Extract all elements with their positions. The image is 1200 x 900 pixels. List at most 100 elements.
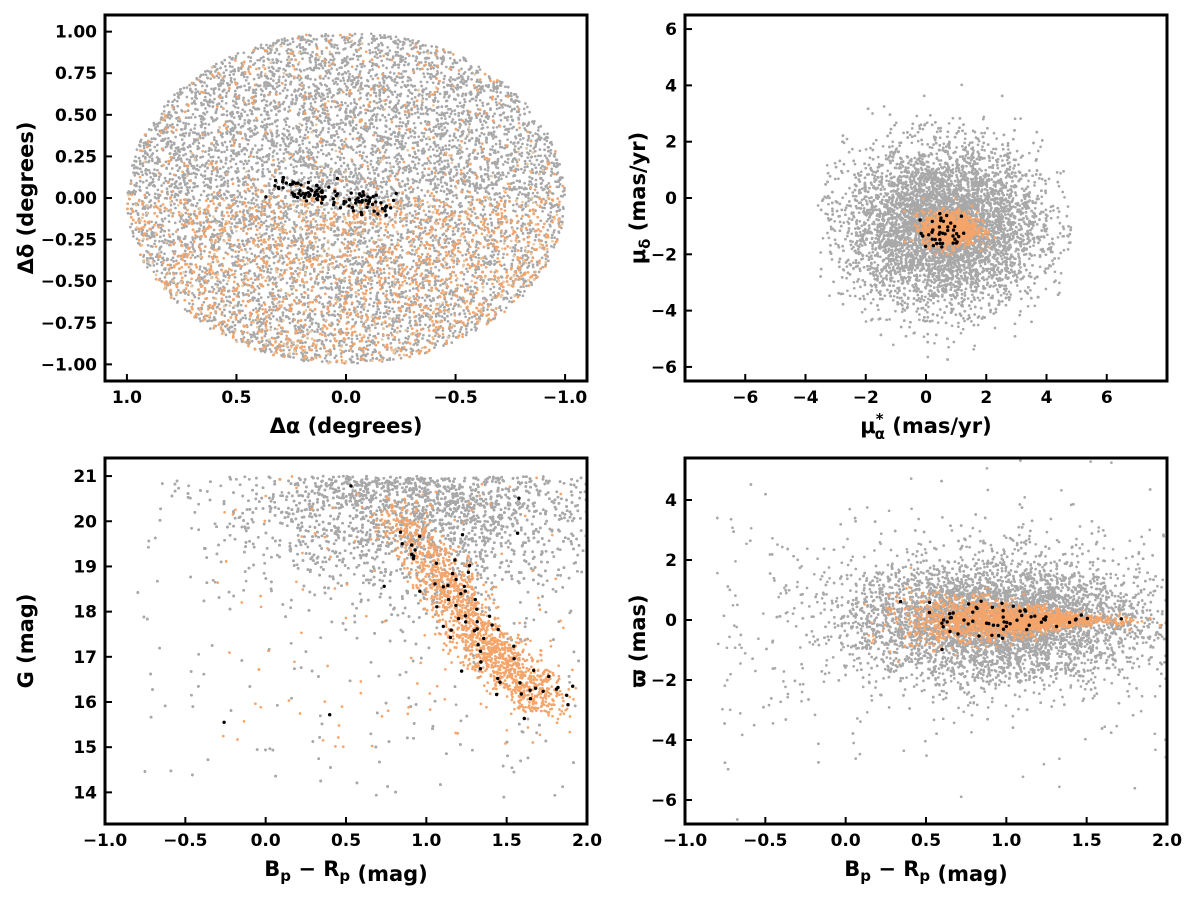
- data-point: [336, 155, 340, 159]
- data-point: [220, 178, 223, 182]
- data-point: [242, 162, 246, 166]
- data-point: [327, 211, 330, 215]
- data-point: [404, 69, 408, 73]
- data-point: [319, 148, 323, 152]
- data-point: [283, 37, 286, 40]
- data-point: [211, 105, 215, 108]
- data-point: [396, 278, 400, 281]
- data-point: [249, 291, 253, 295]
- data-point: [538, 148, 542, 151]
- data-point: [416, 343, 419, 347]
- data-point: [192, 197, 196, 201]
- data-point: [393, 39, 397, 43]
- data-point: [398, 295, 402, 298]
- data-point: [371, 143, 374, 147]
- data-point: [341, 128, 344, 131]
- data-point: [396, 162, 400, 166]
- data-point: [464, 230, 468, 234]
- data-point: [493, 112, 496, 116]
- data-point: [207, 290, 211, 293]
- data-point: [253, 144, 257, 147]
- data-point: [485, 282, 489, 285]
- data-point: [223, 314, 227, 318]
- data-point: [389, 331, 393, 335]
- data-point: [527, 134, 531, 138]
- data-point: [340, 103, 344, 107]
- data-point: [460, 94, 464, 98]
- data-point: [353, 225, 357, 229]
- data-point: [245, 209, 249, 213]
- data-point: [244, 134, 248, 138]
- data-point: [237, 184, 240, 187]
- data-point: [396, 50, 400, 54]
- data-point: [420, 253, 424, 256]
- data-point: [282, 152, 286, 155]
- data-point: [466, 283, 469, 286]
- data-point: [358, 138, 361, 142]
- data-point: [499, 239, 503, 243]
- data-point: [374, 255, 378, 259]
- data-point: [183, 259, 187, 263]
- data-point: [382, 271, 386, 275]
- data-point: [539, 166, 543, 170]
- data-point: [468, 130, 471, 134]
- data-point: [549, 225, 552, 228]
- data-point: [217, 76, 221, 80]
- data-point: [148, 148, 152, 152]
- data-point: [405, 307, 409, 310]
- data-point: [199, 252, 203, 256]
- data-point: [348, 308, 351, 311]
- data-point: [494, 100, 498, 104]
- data-point: [375, 281, 379, 285]
- data-point: [364, 326, 367, 329]
- data-point: [203, 81, 206, 84]
- data-point: [456, 229, 460, 233]
- data-point: [486, 163, 490, 166]
- data-point: [321, 59, 324, 63]
- data-point: [313, 109, 316, 113]
- data-point: [324, 74, 327, 78]
- data-point: [355, 102, 359, 106]
- data-point: [271, 237, 275, 241]
- data-point: [561, 190, 565, 193]
- data-point: [327, 268, 330, 272]
- data-point: [294, 102, 298, 105]
- data-point: [364, 122, 367, 125]
- data-point: [393, 338, 397, 342]
- data-point: [358, 70, 362, 73]
- data-point: [465, 165, 469, 168]
- data-point: [342, 212, 345, 216]
- data-point: [169, 203, 173, 207]
- data-point: [249, 333, 252, 336]
- data-point: [283, 108, 287, 111]
- data-point: [375, 101, 379, 105]
- data-point: [355, 54, 359, 58]
- data-point: [451, 118, 455, 121]
- data-point: [465, 267, 468, 271]
- data-point: [285, 176, 289, 179]
- data-point: [170, 193, 174, 197]
- data-point: [493, 259, 496, 263]
- data-point: [258, 58, 262, 62]
- data-point: [417, 313, 421, 317]
- data-point: [492, 208, 495, 212]
- data-point: [353, 163, 357, 167]
- data-point: [273, 294, 276, 298]
- data-point: [333, 241, 337, 244]
- data-point: [442, 85, 446, 89]
- data-point: [382, 180, 386, 184]
- data-point: [487, 75, 491, 78]
- data-point: [553, 243, 556, 246]
- data-point: [153, 239, 157, 243]
- data-point: [362, 236, 366, 240]
- data-point: [458, 330, 462, 334]
- data-point: [203, 112, 207, 116]
- data-point: [325, 84, 329, 88]
- data-point: [216, 232, 219, 236]
- data-point: [291, 98, 295, 101]
- data-point: [340, 61, 344, 65]
- data-point: [439, 305, 442, 308]
- data-point: [547, 182, 551, 185]
- data-point: [203, 130, 207, 134]
- data-point: [457, 227, 460, 230]
